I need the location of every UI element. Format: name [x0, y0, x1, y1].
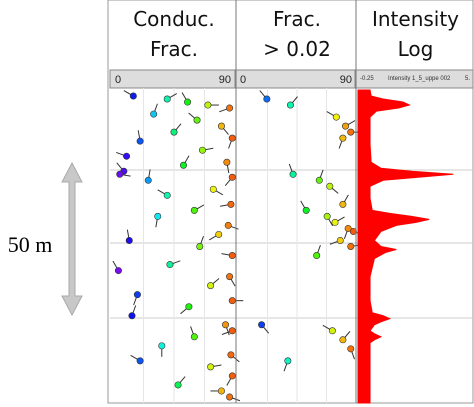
tadpole	[185, 303, 193, 311]
tadpole	[217, 122, 225, 130]
frame	[107, 0, 474, 404]
tadpole	[339, 134, 347, 142]
tadpole	[258, 321, 266, 329]
tadpole	[196, 243, 204, 251]
axis-label: 90	[219, 74, 231, 86]
tadpole	[204, 101, 212, 109]
tadpole	[179, 161, 187, 169]
tadpole	[217, 387, 225, 395]
axis-label: 0	[115, 74, 121, 86]
tadpole	[347, 128, 355, 136]
tadpole	[223, 158, 231, 166]
tadpole	[339, 336, 347, 344]
tadpole	[228, 252, 236, 260]
intensity-area	[357, 89, 454, 404]
tadpole	[336, 236, 344, 244]
tadpole	[289, 170, 297, 178]
tadpole	[228, 297, 236, 305]
tadpole	[228, 134, 236, 142]
tadpole	[114, 267, 122, 275]
tadpole	[163, 191, 171, 199]
tadpole	[332, 113, 340, 121]
tadpole	[198, 146, 206, 154]
tadpole	[313, 252, 321, 260]
tadpole	[226, 273, 234, 281]
tadpole	[302, 206, 310, 214]
tadpole	[125, 236, 133, 244]
tadpole	[116, 170, 124, 178]
tadpole	[215, 230, 223, 238]
tadpole	[227, 200, 235, 208]
tadpole	[184, 98, 192, 106]
tadpole	[170, 128, 178, 136]
tadpole	[339, 200, 347, 208]
tadpole	[174, 381, 182, 389]
track-title: Intensity	[372, 7, 459, 31]
tadpole	[344, 224, 352, 232]
tadpole	[163, 95, 171, 103]
axis-label: 5.	[465, 76, 470, 82]
track-title: Frac.	[150, 37, 198, 61]
tadpole	[331, 218, 339, 226]
axis-label: 90	[340, 74, 352, 86]
tadpole	[228, 173, 236, 181]
tadpole	[328, 327, 336, 335]
axis-bar	[109, 69, 236, 89]
tadpole	[342, 122, 350, 130]
tadpole	[347, 345, 355, 353]
tadpole	[226, 393, 234, 401]
tadpole	[133, 291, 141, 299]
tadpole	[315, 176, 323, 184]
tadpole	[228, 327, 236, 335]
scale-label: 50 m	[8, 232, 53, 257]
tadpole	[222, 321, 230, 329]
axis-bar	[354, 69, 474, 89]
tadpole	[284, 357, 292, 365]
track-title: Log	[398, 37, 434, 61]
tadpole	[129, 92, 137, 100]
tadpole	[224, 221, 232, 229]
tadpole	[136, 137, 144, 145]
tadpole	[144, 176, 152, 184]
tadpole	[190, 333, 198, 341]
scale-arrow	[61, 161, 83, 317]
tadpole	[190, 206, 198, 214]
tadpole	[349, 227, 357, 235]
track-title: Conduc.	[133, 7, 215, 31]
tadpole	[326, 182, 334, 190]
tadpole	[347, 243, 355, 251]
tadpole	[226, 104, 234, 112]
tadpole	[227, 351, 235, 359]
tadpole	[209, 185, 217, 193]
tadpole	[166, 261, 174, 269]
tadpole	[123, 152, 131, 160]
track-title: Frac.	[273, 7, 321, 31]
tadpole	[263, 95, 271, 103]
tadpole	[150, 110, 158, 118]
tadpole	[193, 116, 201, 124]
tadpole	[323, 212, 331, 220]
axis-label: 0	[240, 74, 246, 86]
tadpole	[207, 363, 215, 371]
axis-label: Intensity 1_5_uppe 002	[388, 76, 451, 82]
tadpole	[228, 372, 236, 380]
axis-label: -0.25	[360, 76, 374, 82]
tadpole	[128, 312, 136, 320]
axis-bar	[234, 69, 357, 89]
tadpole	[154, 212, 162, 220]
tadpole	[207, 282, 215, 290]
tadpole	[158, 342, 166, 350]
tadpole	[136, 357, 144, 365]
track-title: > 0.02	[263, 37, 331, 61]
tadpole	[286, 101, 294, 109]
